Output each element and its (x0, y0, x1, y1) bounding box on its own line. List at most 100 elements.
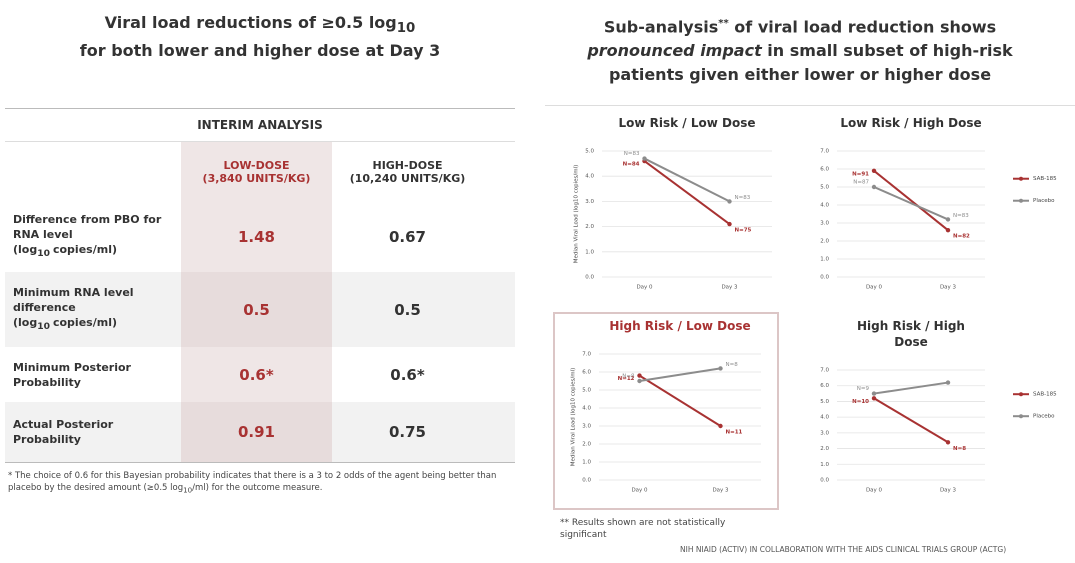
empty-cell (483, 402, 515, 463)
x-tick-label: Day 3 (940, 285, 957, 291)
y-tick-label: 0.0 (820, 478, 829, 484)
point-label: N=8 (953, 446, 966, 452)
title-emphasis: pronounced impact (587, 41, 762, 61)
cell-value: 0.91 (181, 402, 332, 463)
cell-value: 0.5 (332, 272, 483, 347)
right-title: Sub-analysis** of viral load reduction s… (580, 12, 1020, 87)
series-line (644, 157, 730, 203)
y-axis-label: Median Viral Load (log10 copies/ml) (571, 368, 577, 467)
label-part: Difference from PBO for RNA level (log (13, 213, 162, 257)
legend-marker (1019, 414, 1023, 419)
point (718, 366, 723, 371)
header-line: LOW-DOSE (223, 159, 290, 172)
footnote-part: /ml) for the outcome measure. (192, 483, 323, 493)
cell-value: 0.67 (388, 228, 426, 246)
legend-label: Placebo (1033, 198, 1055, 204)
y-axis-label: Median Viral Load (log10 copies/ml) (574, 165, 580, 264)
x-tick-label: Day 3 (712, 488, 729, 494)
row-label: Difference from PBO for RNA level (log10… (5, 202, 181, 272)
left-title: Viral load reductions of ≥0.5 log10 for b… (20, 12, 500, 62)
divider (545, 105, 1075, 106)
y-tick-label: 2.0 (585, 224, 594, 230)
y-tick-label: 7.0 (582, 352, 591, 358)
y-tick-label: 7.0 (820, 149, 829, 155)
cell-value: 0.75 (332, 402, 483, 463)
series-line (873, 186, 949, 221)
y-tick-label: 6.0 (820, 383, 829, 389)
y-tick-label: 5.0 (820, 399, 829, 405)
point-label: N=8 (622, 374, 635, 380)
interim-table: INTERIM ANALYSIS LOW-DOSE (3,840 UNITS/KG)… (5, 108, 515, 463)
x-tick-label: Day 0 (636, 285, 653, 291)
legend-marker (1019, 392, 1023, 397)
y-tick-label: 4.0 (582, 406, 591, 412)
label-part: 10 (37, 248, 50, 260)
y-tick-label: 5.0 (585, 149, 594, 155)
series-line (873, 170, 949, 231)
table-row: Minimum RNA level difference (log10 copie… (5, 272, 515, 347)
chart-title: Low Risk / High Dose (840, 116, 982, 130)
label-part: 10 (37, 321, 50, 333)
series-line (638, 374, 722, 427)
title-part: of viral load reduction shows (728, 17, 997, 37)
legend-label: SAB-185 (1033, 392, 1057, 398)
point (642, 156, 647, 161)
title-part: for both lower and higher dose at Day 3 (79, 41, 441, 61)
legend-marker (1019, 198, 1023, 203)
y-tick-label: 3.0 (820, 430, 829, 436)
footnote-part: * The choice of 0.6 for this Bayesian pr… (8, 471, 497, 493)
point (945, 217, 951, 222)
y-tick-label: 5.0 (582, 388, 591, 394)
point (945, 228, 951, 233)
row-label: Minimum RNA level difference (log10 copie… (5, 272, 181, 347)
point-label: N=82 (953, 234, 970, 240)
row-label: Minimum Posterior Probability (5, 347, 181, 402)
footnote-sub: 10 (183, 485, 193, 495)
title-sub: 10 (396, 21, 416, 37)
y-tick-label: 7.0 (820, 368, 829, 374)
series-line (873, 381, 949, 395)
y-tick-label: 2.0 (820, 239, 829, 245)
header-line: HIGH-DOSE (372, 159, 443, 172)
point-label: N=83 (624, 151, 640, 157)
point-label: N=75 (735, 228, 752, 234)
right-footnote: ** Results shown are not statistically s… (560, 518, 726, 540)
y-tick-label: 4.0 (820, 203, 829, 209)
source: NIH NIAID (ACTIV) IN COLLABORATION WITH … (680, 545, 1007, 554)
header-line: (10,240 UNITS/KG) (349, 172, 466, 185)
y-tick-label: 2.0 (820, 446, 829, 452)
y-tick-label: 1.0 (820, 257, 829, 263)
x-tick-label: Day 0 (866, 285, 883, 291)
label-part: Minimum Posterior Probability (13, 360, 131, 389)
point-label: N=87 (853, 180, 869, 186)
title-part: Sub-analysis (603, 17, 719, 37)
point-label: N=9 (857, 386, 870, 392)
point-label: N=83 (953, 213, 969, 219)
y-tick-label: 3.0 (582, 424, 591, 430)
x-tick-label: Day 0 (631, 488, 648, 494)
legend-marker (1019, 176, 1023, 181)
y-tick-label: 0.0 (820, 275, 829, 281)
series-line (873, 397, 949, 444)
column-header: LOW-DOSE (3,840 UNITS/KG) (181, 141, 332, 202)
x-tick-label: Day 3 (940, 488, 957, 494)
y-tick-label: 0.0 (585, 275, 594, 281)
point (871, 184, 877, 190)
cell-value: 0.5 (181, 272, 332, 347)
point-label: N=10 (852, 399, 869, 405)
x-tick-label: Day 3 (721, 285, 738, 291)
chart-title: High Risk / High Dose (857, 319, 965, 349)
point (727, 199, 732, 204)
y-tick-label: 1.0 (820, 462, 829, 468)
point-label: N=91 (852, 171, 869, 177)
series-line (643, 160, 731, 225)
point (637, 378, 642, 384)
y-tick-label: 5.0 (820, 185, 829, 191)
table-row: Actual Posterior Probability 0.91 0.75 (5, 402, 515, 463)
point-label: N=11 (726, 430, 743, 436)
point-label: N=12 (618, 376, 635, 382)
point (871, 396, 877, 401)
y-tick-label: 6.0 (582, 370, 591, 376)
cell-value: 0.6* (390, 365, 425, 384)
y-tick-label: 2.0 (582, 442, 591, 448)
